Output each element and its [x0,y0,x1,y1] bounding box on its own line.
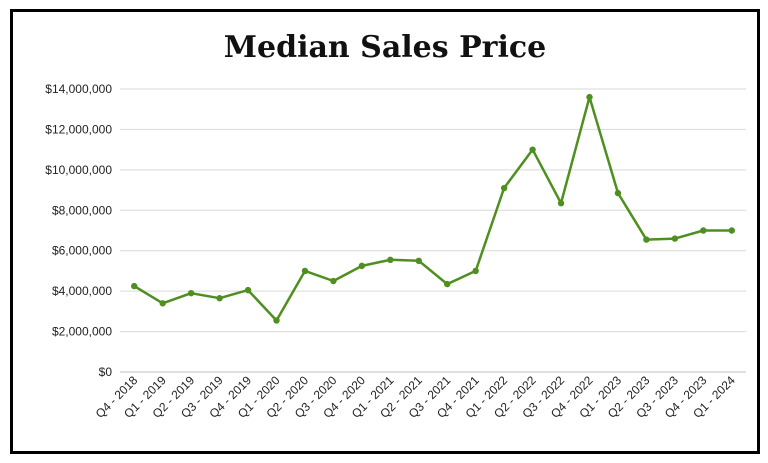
data-point [500,184,508,192]
y-tick-label: $14,000,000 [45,82,112,96]
data-point [330,277,337,285]
data-point [557,200,565,207]
data-point [301,267,309,275]
chart-frame: Median Sales Price [10,9,760,454]
series-line [133,95,732,322]
data-point [159,300,166,307]
y-tick-label: $6,000,000 [52,244,112,258]
y-tick-label: $10,000,000 [45,163,112,177]
data-point [216,295,223,302]
data-point [614,189,622,197]
data-point [187,289,195,297]
data-point [273,317,280,324]
chart-title: Median Sales Price [223,30,547,65]
data-points [131,93,735,324]
data-point [387,256,394,264]
data-point [529,146,536,153]
data-point [131,282,138,290]
y-tick-label: $4,000,000 [52,284,112,298]
series-line-layer [133,95,732,322]
data-point [444,280,451,288]
data-point [728,227,735,234]
data-point [415,257,422,265]
data-point [358,262,366,270]
y-tick-label: $0 [99,365,113,379]
data-point [700,227,707,234]
data-point [671,235,679,242]
data-point [244,286,252,294]
y-tick-label: $12,000,000 [45,122,112,136]
data-point [472,267,479,275]
y-axis-ticks: $0 $2,000,000 $4,000,000 $6,000,000 $8,000,0… [45,82,112,379]
y-tick-label: $2,000,000 [52,325,112,339]
gridlines [120,88,746,333]
y-tick-label: $8,000,000 [52,203,112,217]
data-point [586,93,593,101]
data-point [643,236,650,243]
